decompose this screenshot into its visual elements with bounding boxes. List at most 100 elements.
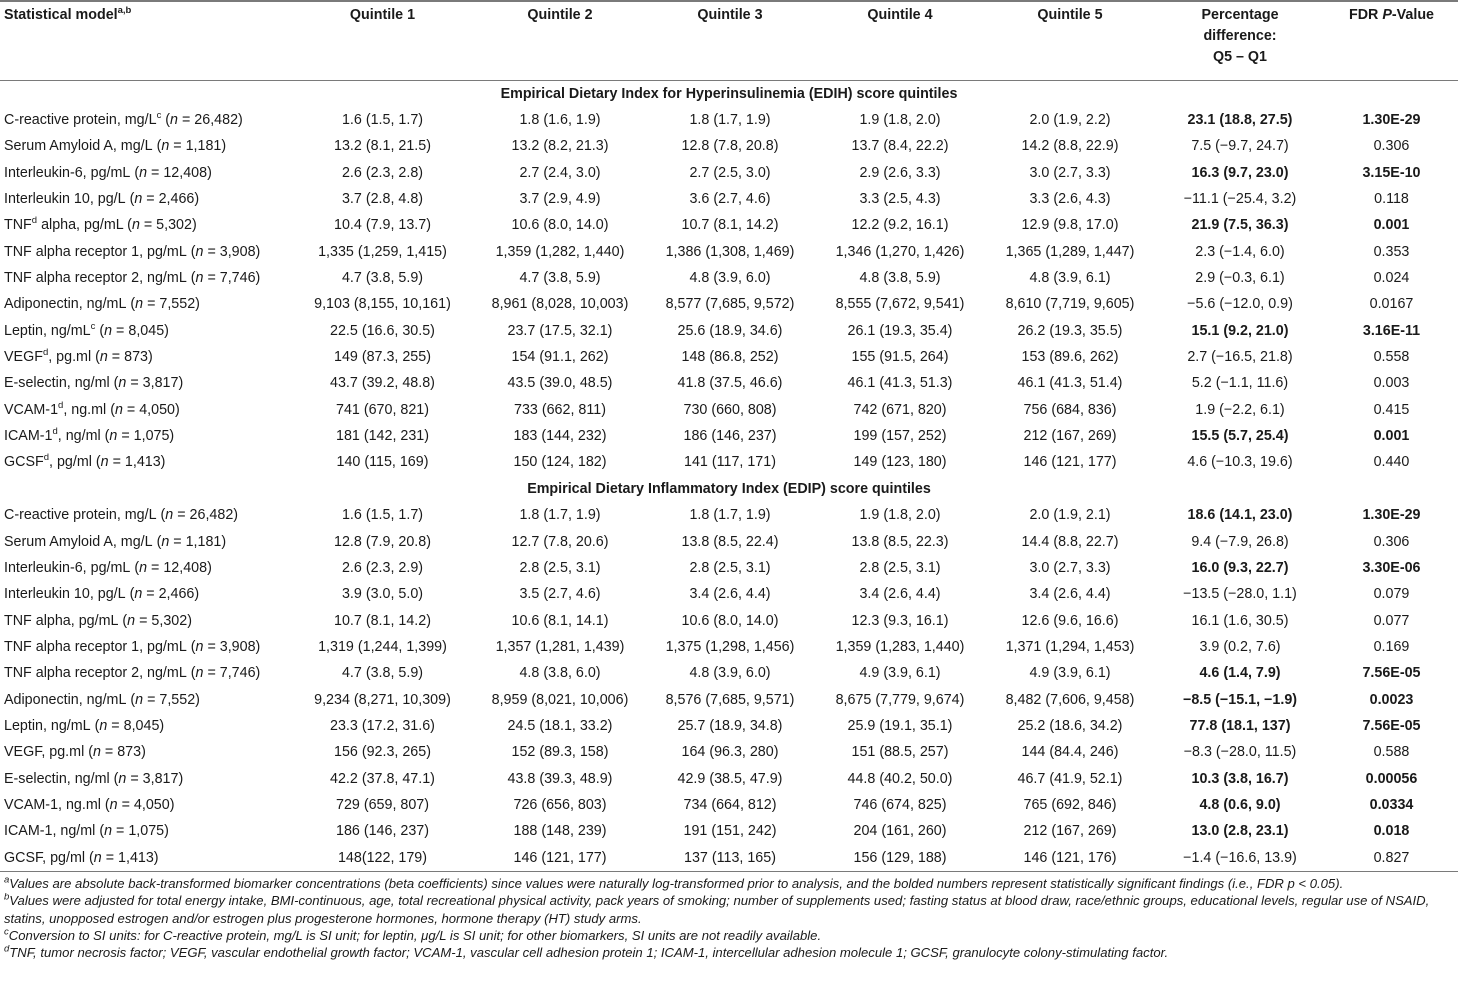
- cell-q3: 148 (86.8, 252): [681, 349, 779, 366]
- table-row: VCAM-1, ng.ml (n = 4,050) 729 (659, 807) 7…: [0, 792, 1458, 818]
- cell-q2: 23.7 (17.5, 32.1): [507, 322, 613, 339]
- table-row: Interleukin-6, pg/mL (n = 12,408) 2.6 (2.…: [0, 160, 1458, 186]
- biomarker-label: TNF alpha receptor 1, pg/mL (n = 3,908): [4, 243, 261, 260]
- table-row: TNFd alpha, pg/mL (n = 5,302) 10.4 (7.9, …: [0, 212, 1458, 238]
- cell-q2: 10.6 (8.0, 14.0): [511, 217, 609, 234]
- cell-q4: 1.9 (1.8, 2.0): [859, 112, 941, 129]
- cell-q2: 4.8 (3.8, 6.0): [519, 665, 601, 682]
- header-quintile-2: Quintile 2: [475, 0, 645, 81]
- cell-q2: 43.5 (39.0, 48.5): [507, 375, 613, 392]
- table-row: E-selectin, ng/ml (n = 3,817) 43.7 (39.2,…: [0, 370, 1458, 396]
- cell-percentage-difference: 13.0 (2.8, 23.1): [1191, 823, 1289, 840]
- biomarker-label: TNF alpha receptor 1, pg/mL (n = 3,908): [4, 638, 261, 655]
- biomarker-label: Interleukin 10, pg/L (n = 2,466): [4, 586, 200, 603]
- cell-q1: 9,103 (8,155, 10,161): [314, 296, 451, 313]
- table-row: TNF alpha receptor 2, ng/mL (n = 7,746) 4…: [0, 265, 1458, 291]
- cell-q5: 2.0 (1.9, 2.1): [1029, 507, 1111, 524]
- cell-q3: 4.8 (3.9, 6.0): [689, 270, 771, 287]
- cell-q1: 1.6 (1.5, 1.7): [341, 112, 424, 129]
- cell-q4: 44.8 (40.2, 50.0): [847, 770, 953, 787]
- cell-percentage-difference: 10.3 (3.8, 16.7): [1191, 770, 1289, 787]
- cell-q1: 3.9 (3.0, 5.0): [341, 586, 424, 603]
- cell-q5: 12.9 (9.8, 17.0): [1021, 217, 1119, 234]
- cell-q3: 3.6 (2.7, 4.6): [689, 191, 771, 208]
- cell-q2: 183 (144, 232): [513, 428, 607, 445]
- cell-q1: 186 (146, 237): [336, 823, 429, 840]
- cell-q5: 3.3 (2.6, 4.3): [1029, 191, 1111, 208]
- biomarker-label: Serum Amyloid A, mg/L (n = 1,181): [4, 533, 227, 550]
- cell-q2: 2.8 (2.5, 3.1): [519, 559, 601, 576]
- cell-q5: 8,610 (7,719, 9,605): [1005, 296, 1135, 313]
- cell-q5: 46.7 (41.9, 52.1): [1017, 770, 1123, 787]
- table-row: Serum Amyloid A, mg/L (n = 1,181) 12.8 (7…: [0, 528, 1458, 554]
- cell-q3: 1,386 (1,308, 1,469): [665, 243, 795, 260]
- biomarker-label: VCAM-1, ng.ml (n = 4,050): [4, 796, 175, 813]
- cell-percentage-difference: −1.4 (−16.6, 13.9): [1155, 844, 1325, 872]
- biomarker-label: TNF alpha, pg/mL (n = 5,302): [4, 612, 192, 629]
- cell-fdr-p-value: 0.169: [1373, 638, 1410, 655]
- cell-q4: 13.7 (8.4, 22.2): [851, 138, 949, 155]
- cell-fdr-p-value: 0.003: [1373, 375, 1410, 392]
- cell-q3: 2.7 (2.5, 3.0): [689, 164, 771, 181]
- table-row: Leptin, ng/mLc (n = 8,045) 22.5 (16.6, 30…: [0, 318, 1458, 344]
- biomarker-label: Leptin, ng/mLc (n = 8,045): [4, 321, 169, 339]
- table-row: Interleukin 10, pg/L (n = 2,466) 3.9 (3.0…: [0, 581, 1458, 607]
- cell-percentage-difference: 23.1 (18.8, 27.5): [1187, 112, 1293, 129]
- cell-q5: 756 (684, 836): [1023, 401, 1117, 418]
- cell-percentage-difference: 21.9 (7.5, 36.3): [1191, 217, 1289, 234]
- cell-percentage-difference: 18.6 (14.1, 23.0): [1187, 507, 1293, 524]
- cell-fdr-p-value: 0.001: [1373, 428, 1410, 445]
- cell-fdr-p-value: 0.001: [1373, 217, 1410, 234]
- cell-q4: 8,675 (7,779, 9,674): [835, 691, 965, 708]
- cell-q3: 164 (96.3, 280): [681, 744, 779, 761]
- cell-q2: 43.8 (39.3, 48.9): [507, 770, 613, 787]
- cell-percentage-difference: 2.7 (−16.5, 21.8): [1187, 349, 1293, 366]
- cell-q3: 25.6 (18.9, 34.6): [677, 322, 783, 339]
- cell-fdr-p-value: 0.415: [1373, 401, 1410, 418]
- cell-q1: 43.7 (39.2, 48.8): [330, 375, 435, 392]
- header-fdr-p-value: FDR P-Value: [1325, 0, 1458, 81]
- cell-q1: 4.7 (3.8, 5.9): [341, 270, 424, 287]
- cell-percentage-difference: −11.1 (−25.4, 3.2): [1183, 191, 1297, 208]
- cell-q1: 42.2 (37.8, 47.1): [330, 770, 435, 787]
- cell-fdr-p-value: 3.16E-11: [1362, 322, 1421, 339]
- cell-fdr-p-value: 7.56E-05: [1362, 665, 1421, 682]
- table-row: GCSFd, pg/ml (n = 1,413) 140 (115, 169) 15…: [0, 449, 1458, 475]
- cell-q3: 8,576 (7,685, 9,571): [665, 691, 795, 708]
- table-row: Serum Amyloid A, mg/L (n = 1,181) 13.2 (8…: [0, 133, 1458, 159]
- cell-percentage-difference: 16.0 (9.3, 22.7): [1191, 559, 1289, 576]
- cell-q2: 188 (148, 239): [513, 823, 607, 840]
- cell-q4: 4.8 (3.8, 5.9): [859, 270, 941, 287]
- cell-q5: 8,482 (7,606, 9,458): [1005, 691, 1135, 708]
- biomarker-label: GCSF, pg/ml (n = 1,413): [0, 844, 290, 872]
- table-row: ICAM-1d, ng/ml (n = 1,075) 181 (142, 231)…: [0, 423, 1458, 449]
- cell-q5: 1,365 (1,289, 1,447): [1005, 243, 1135, 260]
- cell-fdr-p-value: 0.00056: [1365, 770, 1418, 787]
- cell-q5: 12.6 (9.6, 16.6): [1021, 612, 1119, 629]
- cell-percentage-difference: 4.6 (1.4, 7.9): [1199, 665, 1281, 682]
- cell-q5: 4.8 (3.9, 6.1): [1029, 270, 1111, 287]
- cell-q5: 212 (167, 269): [1023, 823, 1117, 840]
- cell-percentage-difference: 15.5 (5.7, 25.4): [1191, 428, 1289, 445]
- biomarker-label: Adiponectin, ng/mL (n = 7,552): [4, 296, 200, 313]
- cell-percentage-difference: 3.9 (0.2, 7.6): [1199, 638, 1281, 655]
- cell-q5: 3.0 (2.7, 3.3): [1029, 164, 1111, 181]
- biomarker-label: ICAM-1, ng/ml (n = 1,075): [4, 823, 169, 840]
- cell-q2: 8,959 (8,021, 10,006): [491, 691, 629, 708]
- cell-q1: 4.7 (3.8, 5.9): [341, 665, 424, 682]
- cell-q3: 41.8 (37.5, 46.6): [677, 375, 783, 392]
- section-header-edih: Empirical Dietary Index for Hyperinsulin…: [0, 80, 1458, 107]
- table-row: VEGFd, pg.ml (n = 873) 149 (87.3, 255) 154…: [0, 344, 1458, 370]
- cell-q2: 1.8 (1.6, 1.9): [519, 112, 601, 129]
- cell-q4: 1.9 (1.8, 2.0): [859, 507, 941, 524]
- biomarker-label: Leptin, ng/mL (n = 8,045): [4, 717, 165, 734]
- header-quintile-1: Quintile 1: [290, 0, 475, 81]
- section-title: Empirical Dietary Index for Hyperinsulin…: [500, 85, 958, 102]
- section-title: Empirical Dietary Inflammatory Index (ED…: [527, 480, 931, 497]
- table-row: GCSF, pg/ml (n = 1,413) 148(122, 179) 146 …: [0, 844, 1458, 872]
- cell-q3: 25.7 (18.9, 34.8): [677, 717, 783, 734]
- cell-q4: 12.3 (9.3, 16.1): [851, 612, 949, 629]
- footnote-b: bValues were adjusted for total energy i…: [4, 891, 1430, 926]
- cell-q5: 26.2 (19.3, 35.5): [1017, 322, 1123, 339]
- cell-fdr-p-value: 0.079: [1373, 586, 1410, 603]
